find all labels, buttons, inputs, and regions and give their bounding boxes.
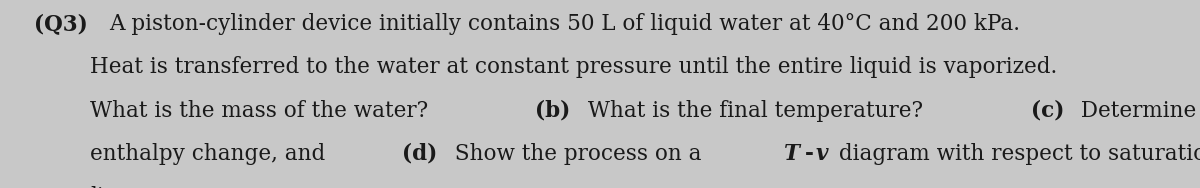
Text: v: v [816,143,828,165]
Text: Heat is transferred to the water at constant pressure until the entire liquid is: Heat is transferred to the water at cons… [90,56,1064,78]
Text: T: T [784,143,800,165]
Text: enthalpy change, and: enthalpy change, and [90,143,332,165]
Text: What is the mass of the water?: What is the mass of the water? [90,100,436,122]
Text: lines.: lines. [90,186,149,188]
Text: (c): (c) [1031,100,1064,122]
Text: Show the process on a: Show the process on a [448,143,708,165]
Text: (b): (b) [535,100,570,122]
Text: -: - [804,143,814,165]
Text: (Q3): (Q3) [34,13,88,35]
Text: (d): (d) [402,143,438,165]
Text: Determine the total: Determine the total [1074,100,1200,122]
Text: diagram with respect to saturation: diagram with respect to saturation [832,143,1200,165]
Text: What is the final temperature?: What is the final temperature? [581,100,930,122]
Text: A piston-cylinder device initially contains 50 L of liquid water at 40°C and 200: A piston-cylinder device initially conta… [109,13,1020,35]
